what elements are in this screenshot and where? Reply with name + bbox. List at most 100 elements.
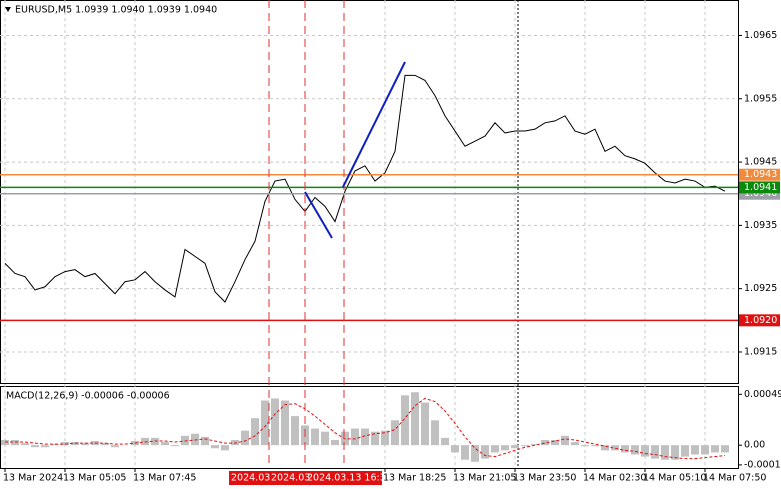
histogram-bar: [231, 439, 239, 446]
histogram-bar: [711, 445, 719, 453]
marker-label: 2024.03.13 16:35: [307, 473, 392, 484]
x-tick-label: 13 Mar 18:25: [383, 473, 446, 484]
histogram-bar: [581, 445, 589, 447]
histogram-bar: [501, 445, 509, 451]
level-label: 1.0941: [744, 182, 777, 193]
histogram-bar: [161, 442, 169, 446]
histogram-bar: [541, 439, 549, 446]
y-tick-label: 1.0965: [744, 30, 777, 41]
histogram-bar: [561, 435, 569, 446]
histogram-bar: [171, 445, 179, 447]
histogram-bar: [181, 435, 189, 446]
histogram-bar: [411, 392, 419, 446]
histogram-bar: [311, 428, 319, 446]
y-tick-label: 1.0915: [744, 346, 777, 357]
histogram-bar: [71, 442, 79, 446]
histogram-bar: [321, 431, 329, 446]
histogram-bar: [701, 445, 709, 455]
histogram-bar: [551, 439, 559, 446]
y-tick-label: 1.0955: [744, 93, 777, 104]
collapse-icon[interactable]: [5, 7, 11, 12]
histogram-bar: [61, 442, 69, 446]
histogram-bar: [351, 428, 359, 446]
y-tick-label: 1.0925: [744, 283, 777, 294]
histogram-bar: [191, 433, 199, 446]
trend-line: [304, 191, 333, 239]
x-tick-label: 13 Mar 2024: [3, 473, 63, 484]
histogram-bar: [291, 416, 299, 446]
histogram-bar: [391, 420, 399, 446]
marker-label: 2024.03: [231, 473, 270, 484]
level-label-box: [739, 181, 780, 194]
histogram-bar: [101, 443, 109, 446]
histogram-bar: [621, 445, 629, 453]
histogram-bar: [201, 436, 209, 446]
marker-label-box: [229, 471, 269, 485]
histogram-bar: [381, 430, 389, 446]
histogram-bar: [361, 428, 369, 446]
histogram-bar: [441, 437, 449, 446]
y-tick-label: -0.00019: [744, 459, 781, 470]
x-tick-label: 14 Mar 05:10: [643, 473, 706, 484]
x-tick-label: 13 Mar 07:45: [133, 473, 196, 484]
histogram-bar: [1, 439, 9, 446]
price-panel: [0, 0, 739, 384]
histogram-bar: [461, 445, 469, 460]
marker-label-box: [305, 471, 382, 485]
macd-panel: [0, 386, 739, 469]
histogram-bar: [151, 437, 159, 446]
histogram-bar: [451, 445, 459, 453]
x-tick-label: 14 Mar 07:50: [703, 473, 766, 484]
x-tick-label: 13 Mar 05:05: [63, 473, 126, 484]
x-tick-label: 13 Mar 23:50: [513, 473, 576, 484]
histogram-bar: [221, 445, 229, 451]
histogram-bar: [491, 445, 499, 453]
level-label: 1.0943: [744, 169, 777, 180]
histogram-bar: [651, 445, 659, 459]
histogram-bar: [21, 443, 29, 446]
histogram-bar: [31, 445, 39, 448]
level-label: 1.0920: [744, 315, 777, 326]
histogram-bar: [331, 439, 339, 446]
histogram-bar: [261, 400, 269, 446]
histogram-bar: [281, 400, 289, 446]
y-tick-label: 1.0945: [744, 157, 777, 168]
histogram-bar: [241, 430, 249, 446]
histogram-bar: [401, 395, 409, 446]
indicator-title: MACD(12,26,9) -0.00006 -0.00006: [6, 391, 170, 402]
histogram-bar: [41, 445, 49, 448]
histogram-bar: [271, 398, 279, 446]
marker-label: 2024.03: [271, 473, 310, 484]
y-tick-label: 0.00: [744, 440, 765, 451]
histogram-bar: [81, 443, 89, 446]
histogram-bar: [431, 420, 439, 446]
marker-label-box: [269, 471, 305, 485]
x-tick-label: 13 Mar 21:05: [453, 473, 516, 484]
signal-line: [5, 397, 726, 460]
histogram-bar: [641, 445, 649, 457]
histogram-bar: [571, 442, 579, 446]
histogram-bar: [371, 431, 379, 446]
histogram-bar: [531, 444, 539, 446]
y-tick-label: 1.0935: [744, 220, 777, 231]
histogram-bar: [521, 445, 529, 447]
level-label-box: [739, 168, 780, 181]
histogram-bar: [721, 445, 729, 453]
histogram-bar: [681, 445, 689, 457]
histogram-bar: [471, 445, 479, 462]
histogram-bar: [481, 445, 489, 459]
chart-title: EURUSD,M5 1.0939 1.0940 1.0939 1.0940: [15, 5, 217, 16]
histogram-bar: [421, 402, 429, 446]
trend-line: [342, 61, 406, 188]
histogram-bar: [111, 445, 119, 448]
histogram-bar: [691, 445, 699, 455]
histogram-bar: [601, 445, 609, 451]
x-tick-label: 14 Mar 02:30: [583, 473, 646, 484]
histogram-bar: [251, 418, 259, 446]
histogram-bar: [631, 445, 639, 455]
histogram-bar: [51, 444, 59, 446]
y-tick-label: 0.00049: [744, 389, 781, 400]
level-label-box: [739, 314, 780, 327]
histogram-bar: [591, 445, 599, 447]
